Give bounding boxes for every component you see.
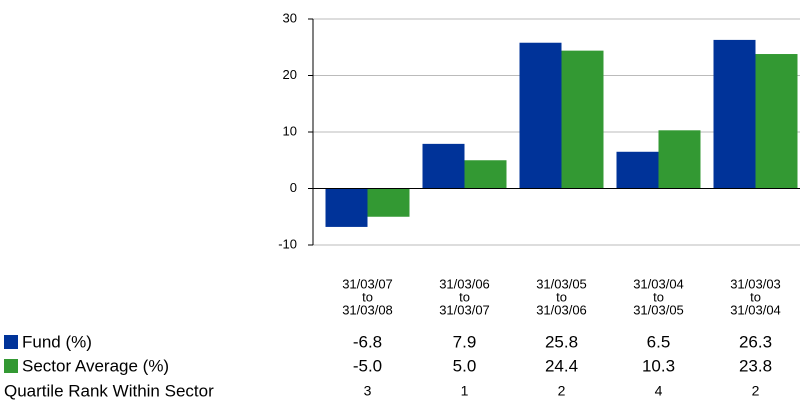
row-label: Quartile Rank Within Sector [4, 381, 214, 400]
value-label: 23.8 [739, 356, 772, 375]
legend-label: Fund (%) [22, 332, 92, 351]
y-tick-label: 0 [290, 180, 297, 195]
bar [713, 39, 756, 189]
rank-value: 2 [558, 383, 566, 399]
value-label: 6.5 [647, 332, 671, 351]
x-tick-label: to [556, 289, 567, 304]
bar [325, 188, 368, 227]
rank-value: 4 [655, 383, 663, 399]
x-tick-label: 31/03/03 [730, 276, 781, 291]
bar [658, 130, 701, 189]
bar [755, 54, 798, 189]
value-label: 7.9 [453, 332, 477, 351]
x-tick-label: 31/03/06 [439, 276, 490, 291]
value-label: 25.8 [545, 332, 578, 351]
rank-value: 3 [364, 383, 372, 399]
y-tick-label: -10 [278, 236, 297, 251]
legend-swatch [4, 335, 18, 349]
x-tick-label: 31/03/08 [342, 302, 393, 317]
legend-label: Sector Average (%) [22, 356, 169, 375]
x-tick-label: to [750, 289, 761, 304]
bar [561, 50, 604, 189]
value-label: 5.0 [453, 356, 477, 375]
rank-value: 1 [461, 383, 469, 399]
bar [367, 188, 410, 217]
y-tick-label: 30 [283, 10, 297, 25]
x-tick-label: 31/03/05 [536, 276, 587, 291]
y-tick-label: 20 [283, 67, 297, 82]
x-tick-label: 31/03/07 [439, 302, 490, 317]
rank-value: 2 [752, 383, 760, 399]
value-label: -6.8 [353, 332, 382, 351]
x-tick-label: 31/03/04 [730, 302, 781, 317]
legend-swatch [4, 359, 18, 373]
x-tick-label: to [653, 289, 664, 304]
value-label: 26.3 [739, 332, 772, 351]
bar [519, 42, 562, 189]
bar [422, 143, 465, 189]
x-tick-label: 31/03/06 [536, 302, 587, 317]
value-label: 10.3 [642, 356, 675, 375]
bar [464, 160, 507, 189]
value-label: -5.0 [353, 356, 382, 375]
x-tick-label: 31/03/05 [633, 302, 684, 317]
x-tick-label: to [459, 289, 470, 304]
bar [616, 151, 659, 189]
y-tick-label: 10 [283, 123, 297, 138]
x-tick-label: 31/03/04 [633, 276, 684, 291]
x-tick-label: 31/03/07 [342, 276, 393, 291]
value-label: 24.4 [545, 356, 578, 375]
x-tick-label: to [362, 289, 373, 304]
